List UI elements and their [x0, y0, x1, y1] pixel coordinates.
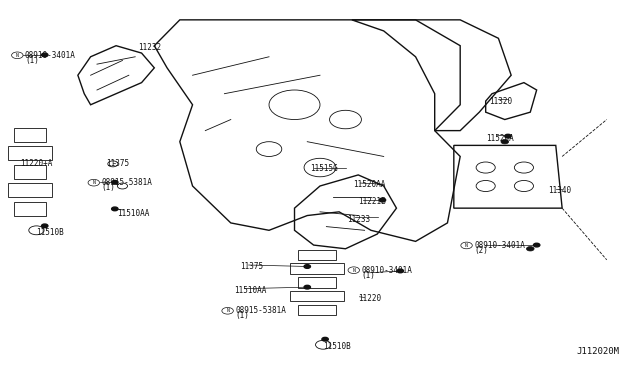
Circle shape	[501, 140, 509, 144]
Text: 11340: 11340	[548, 186, 572, 195]
Text: N: N	[16, 53, 19, 58]
Text: N: N	[353, 268, 355, 273]
Bar	[14, 164, 46, 179]
Text: 11233: 11233	[347, 215, 370, 224]
Circle shape	[534, 243, 540, 247]
Text: (2): (2)	[474, 246, 488, 255]
Circle shape	[322, 337, 328, 341]
Circle shape	[304, 285, 310, 289]
Circle shape	[304, 264, 310, 268]
Text: 11510AA: 11510AA	[235, 286, 267, 295]
Text: 11520AA: 11520AA	[353, 180, 385, 189]
Text: N: N	[92, 180, 95, 185]
Text: 11320: 11320	[489, 97, 512, 106]
Text: (1): (1)	[101, 183, 115, 192]
Bar	[298, 250, 336, 260]
Text: (1): (1)	[236, 311, 249, 320]
Text: 08910-3401A: 08910-3401A	[474, 241, 525, 250]
Bar	[14, 202, 46, 215]
Circle shape	[397, 269, 403, 273]
Text: 11220+A: 11220+A	[20, 159, 53, 169]
Text: N: N	[226, 308, 229, 313]
Circle shape	[505, 134, 511, 138]
Text: (1): (1)	[25, 56, 39, 65]
Bar	[14, 128, 46, 142]
Bar	[8, 146, 52, 160]
Text: (1): (1)	[362, 271, 375, 280]
Circle shape	[111, 207, 118, 211]
Circle shape	[527, 247, 534, 251]
Circle shape	[42, 53, 48, 57]
Bar	[290, 263, 344, 274]
Circle shape	[380, 198, 386, 202]
Text: 11520A: 11520A	[486, 134, 513, 142]
Text: 11375: 11375	[241, 262, 264, 271]
Text: 11510B: 11510B	[36, 228, 64, 237]
Bar	[290, 291, 344, 301]
Text: 11220: 11220	[358, 294, 381, 303]
Text: 11221B: 11221B	[358, 198, 386, 206]
Text: 08910-3401A: 08910-3401A	[362, 266, 412, 275]
Text: 11232: 11232	[138, 43, 161, 52]
Text: 11510B: 11510B	[323, 342, 351, 351]
Text: 11515G: 11515G	[310, 164, 338, 173]
Text: 08915-5381A: 08915-5381A	[101, 178, 152, 187]
Text: 11375: 11375	[106, 159, 130, 169]
Text: 11510AA: 11510AA	[117, 209, 150, 218]
Bar	[298, 305, 336, 315]
Circle shape	[111, 180, 118, 184]
Text: 08910-3401A: 08910-3401A	[25, 51, 76, 60]
Bar	[8, 183, 52, 197]
Circle shape	[42, 224, 48, 228]
Text: N: N	[465, 243, 468, 248]
Text: J112020M: J112020M	[577, 347, 620, 356]
Text: 08915-5381A: 08915-5381A	[236, 306, 286, 315]
Bar	[298, 277, 336, 288]
